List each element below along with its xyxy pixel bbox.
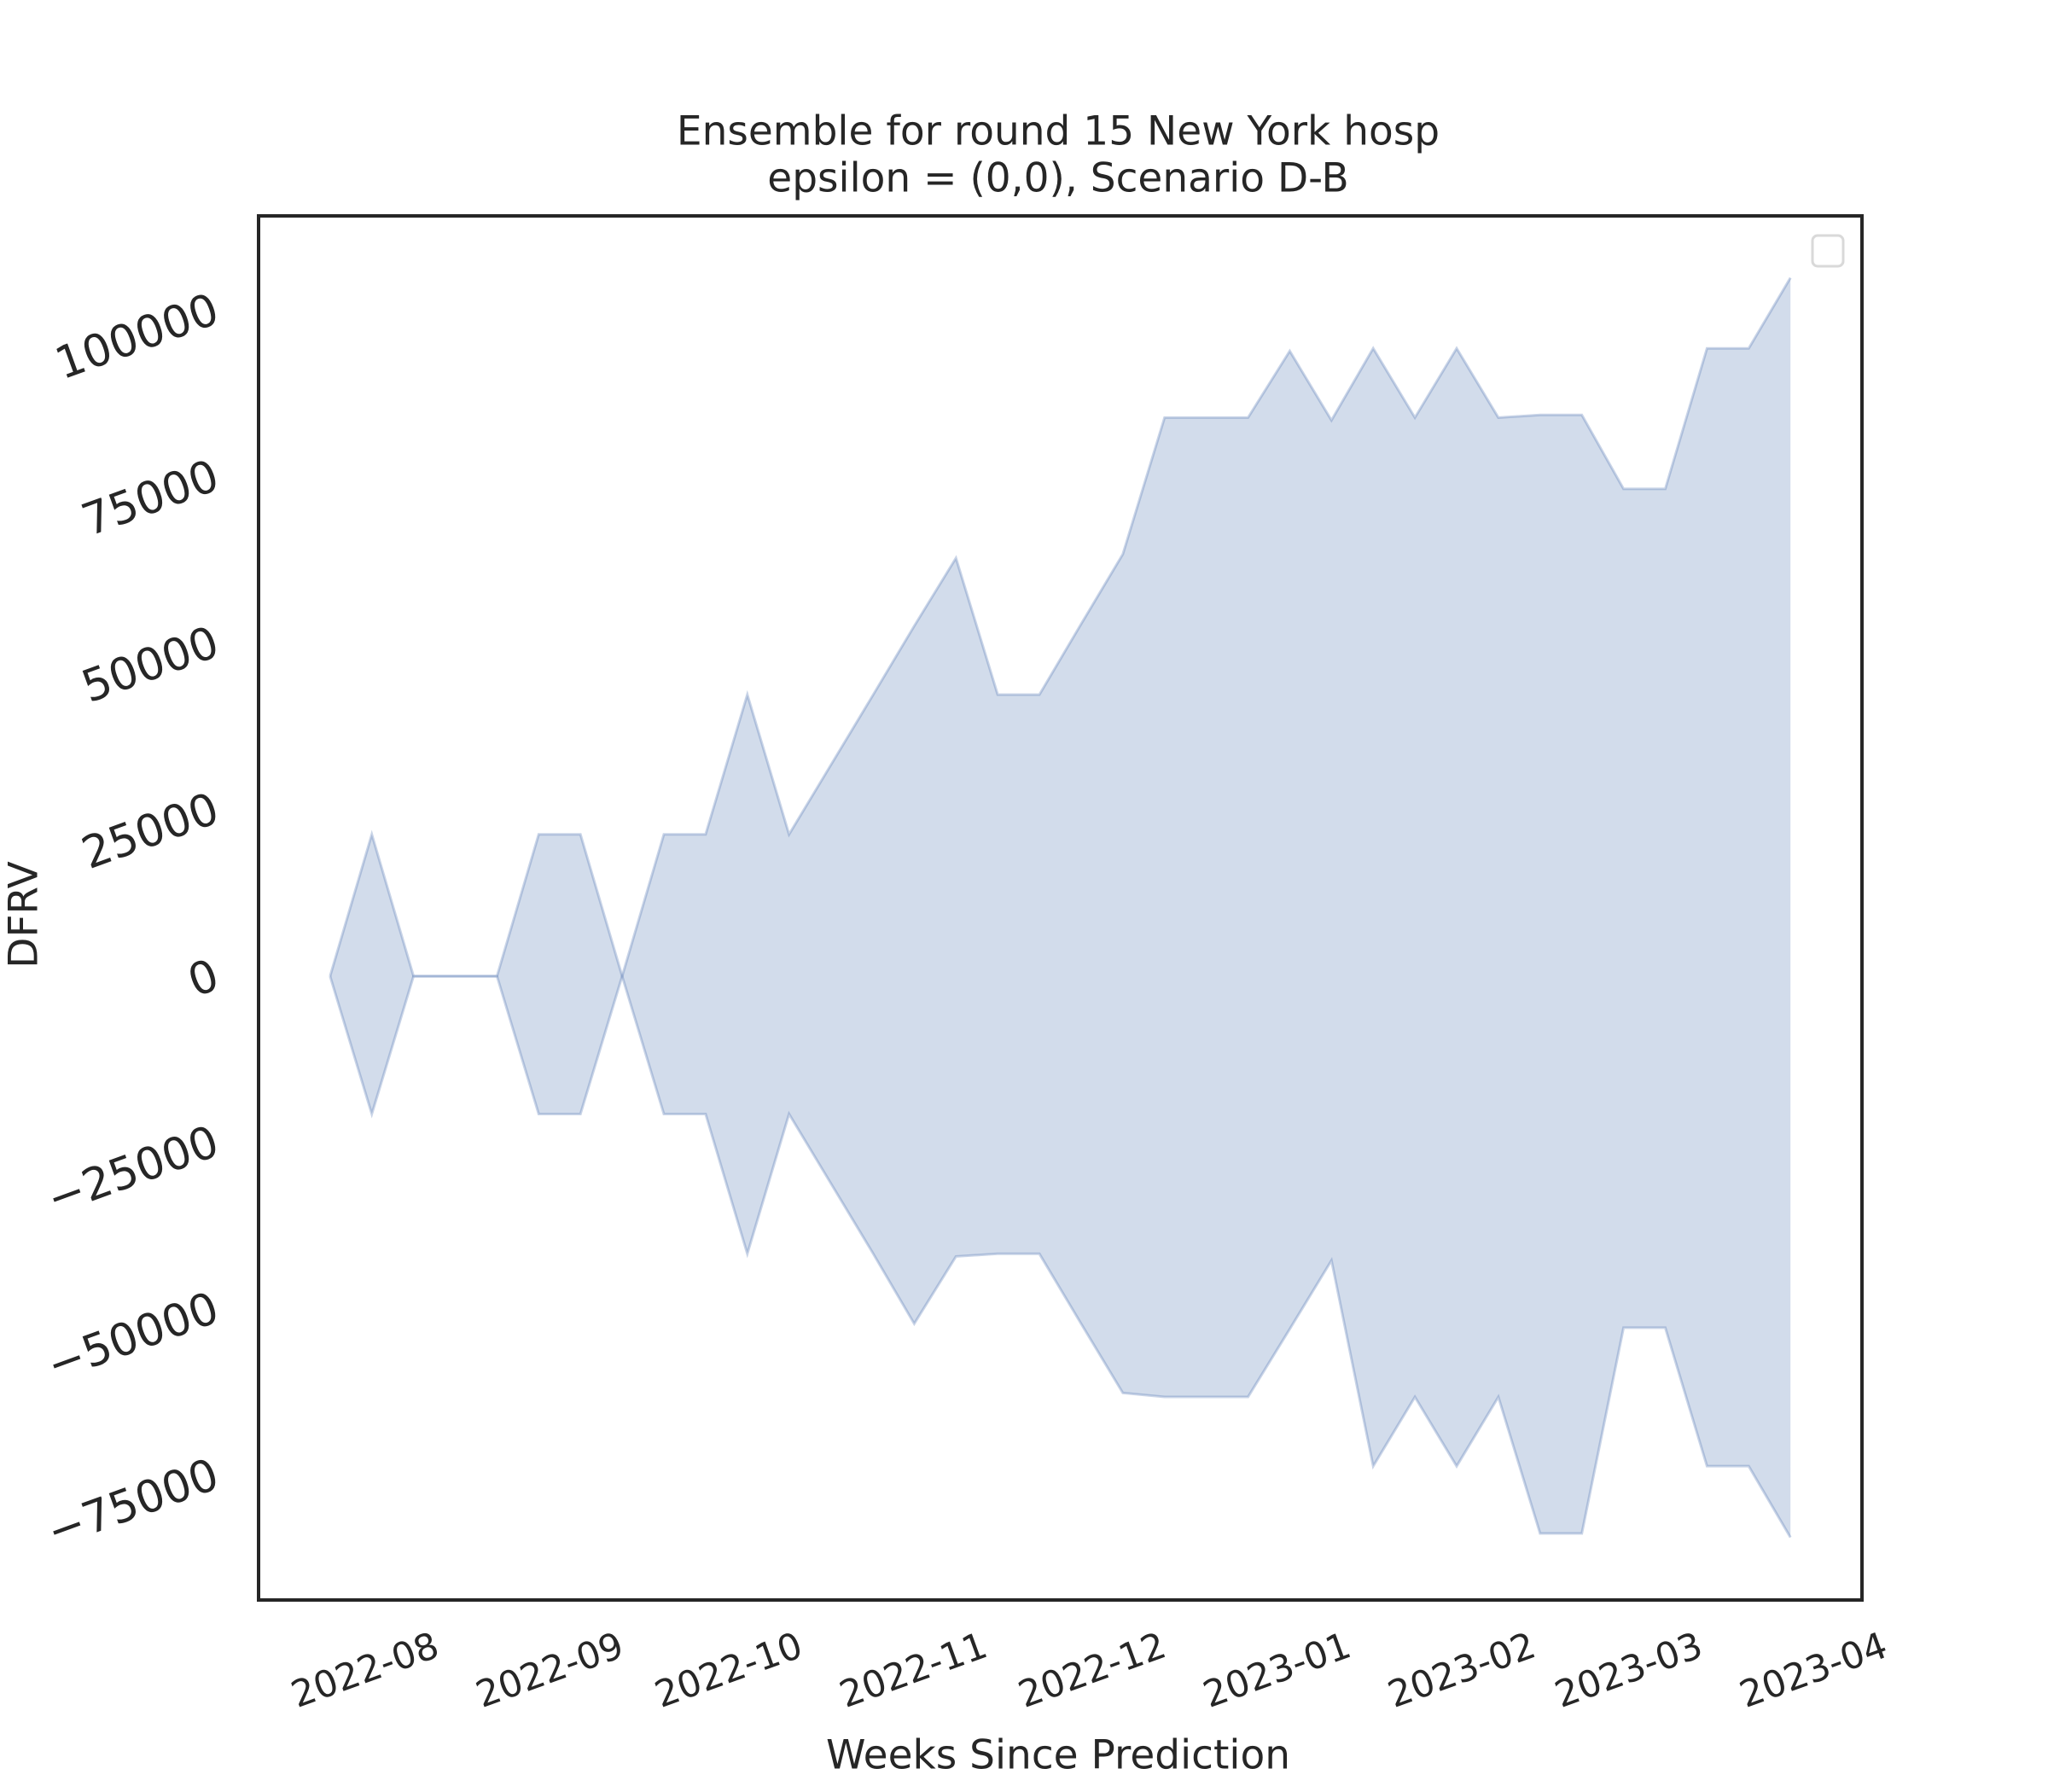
band-upper: [329, 276, 1792, 981]
x-tick-label: 2023-03: [1550, 1624, 1708, 1716]
x-tick-label: 2023-01: [1198, 1624, 1357, 1716]
y-tick-label: 25000: [75, 783, 225, 880]
y-tick-label: −50000: [40, 1283, 225, 1392]
y-tick-label: 50000: [75, 617, 225, 713]
x-tick-label: 2022-10: [649, 1624, 808, 1716]
y-axis-label: DFRV: [1, 861, 48, 968]
x-axis-label: Weeks Since Prediction: [826, 1732, 1290, 1779]
chart-subtitle: epsilon = (0,0), Scenario D-B: [767, 155, 1348, 202]
x-tick-label: 2022-08: [286, 1624, 445, 1716]
y-tick-label: 100000: [49, 284, 225, 390]
y-tick-label: −75000: [40, 1449, 225, 1558]
x-tick-label: 2023-02: [1382, 1624, 1541, 1716]
y-tick-label: 0: [182, 950, 226, 1008]
x-tick-label: 2023-04: [1734, 1624, 1893, 1716]
band-lower: [329, 971, 1792, 1539]
x-tick-label: 2022-09: [470, 1624, 629, 1716]
x-tick-label: 2022-11: [835, 1624, 993, 1716]
x-tick-label: 2022-12: [1013, 1624, 1172, 1716]
band-fill: [329, 277, 1791, 1538]
y-tick-label: 75000: [75, 451, 225, 547]
plot-frame: [257, 214, 1864, 1602]
y-tick-label: −25000: [40, 1116, 225, 1225]
chart-title: Ensemble for round 15 New York hosp: [677, 108, 1440, 155]
legend: [1811, 234, 1845, 268]
